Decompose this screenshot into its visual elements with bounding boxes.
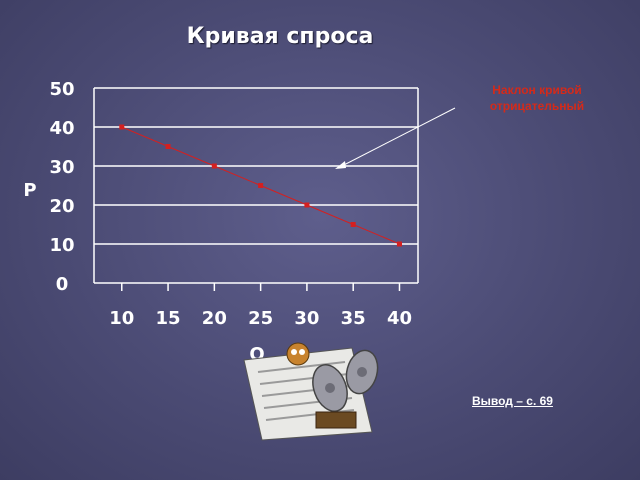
- data-point-20: [211, 163, 217, 169]
- data-point-35: [350, 222, 356, 227]
- y-tick-label-0: 0: [56, 274, 69, 295]
- x-tick-label-40: 40: [387, 308, 412, 329]
- y-tick-label-30: 30: [49, 157, 74, 178]
- annotation-line-1: Наклон кривой: [492, 83, 582, 97]
- conclusion-link[interactable]: Вывод – с. 69: [472, 394, 553, 408]
- cartoon-newspaper-reader-image: [243, 342, 379, 441]
- chart-axes: [93, 88, 419, 291]
- y-tick-label-40: 40: [49, 118, 74, 139]
- slide-title: Кривая спроса: [186, 24, 374, 49]
- data-point-10: [119, 124, 125, 130]
- x-tick-label-35: 35: [341, 308, 366, 329]
- slope-annotation: Наклон кривой отрицательный: [462, 82, 612, 114]
- x-tick-label-10: 10: [109, 308, 134, 329]
- chart-ticks: 50 40 30 20 10 0 10 15 20 25 30 35 40: [49, 79, 412, 329]
- x-tick-label-25: 25: [248, 308, 273, 329]
- y-tick-label-50: 50: [49, 79, 74, 100]
- data-point-25: [258, 183, 264, 188]
- y-axis-label: P: [23, 180, 36, 201]
- annotation-line-2: отрицательный: [489, 99, 585, 113]
- data-point-30: [304, 202, 310, 208]
- x-tick-label-20: 20: [202, 308, 227, 329]
- demand-series: [119, 124, 402, 247]
- y-tick-label-10: 10: [49, 235, 74, 256]
- data-point-15: [165, 144, 171, 149]
- y-tick-label-20: 20: [49, 196, 74, 217]
- x-tick-label-30: 30: [294, 308, 319, 329]
- data-point-40: [396, 241, 402, 247]
- chart-grid: [94, 87, 418, 284]
- annotation-arrow: [335, 107, 456, 169]
- x-tick-label-15: 15: [156, 308, 181, 329]
